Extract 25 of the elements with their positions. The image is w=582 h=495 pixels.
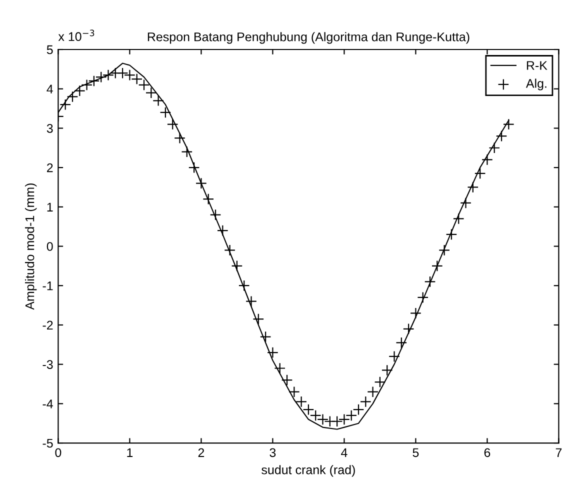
y-tick-label: -4 xyxy=(42,400,53,408)
y-tick-label: 3 xyxy=(46,124,53,133)
y-tick-label: 5 xyxy=(46,45,53,54)
x-tick-label: 4 xyxy=(341,448,348,457)
chart-title: Respon Batang Penghubung (Algoritma dan Runge-Kutta) xyxy=(148,32,470,44)
x-tick-label: 1 xyxy=(127,448,133,457)
y-tick-label: 0 xyxy=(46,242,53,251)
y-tick-label: -5 xyxy=(42,438,53,448)
y-tick-label: 1 xyxy=(47,202,53,212)
text: x 10$^{−3}$ xyxy=(58,30,94,42)
y-tick-label: -1 xyxy=(42,282,53,290)
x-tick-label: 6 xyxy=(484,448,490,458)
y-tick-label: 2 xyxy=(47,163,53,172)
y-tick-label: 4 xyxy=(46,84,53,94)
x-tick-label: 3 xyxy=(270,448,276,458)
x-tick-label: 7 xyxy=(556,448,562,457)
x-axis-title: sudut crank (rad) xyxy=(262,465,355,477)
y-tick-label: -2 xyxy=(42,320,53,330)
x-tick-label: 5 xyxy=(412,448,419,458)
legend-label: R-K xyxy=(526,61,548,70)
y-tick-label: -3 xyxy=(42,360,53,369)
y-axis-title: Amplitudo mod-1 (mm) xyxy=(25,183,37,310)
x-tick-label: 0 xyxy=(55,448,62,458)
legend-label: Alg. xyxy=(526,78,546,90)
x-tick-label: 2 xyxy=(198,448,204,457)
